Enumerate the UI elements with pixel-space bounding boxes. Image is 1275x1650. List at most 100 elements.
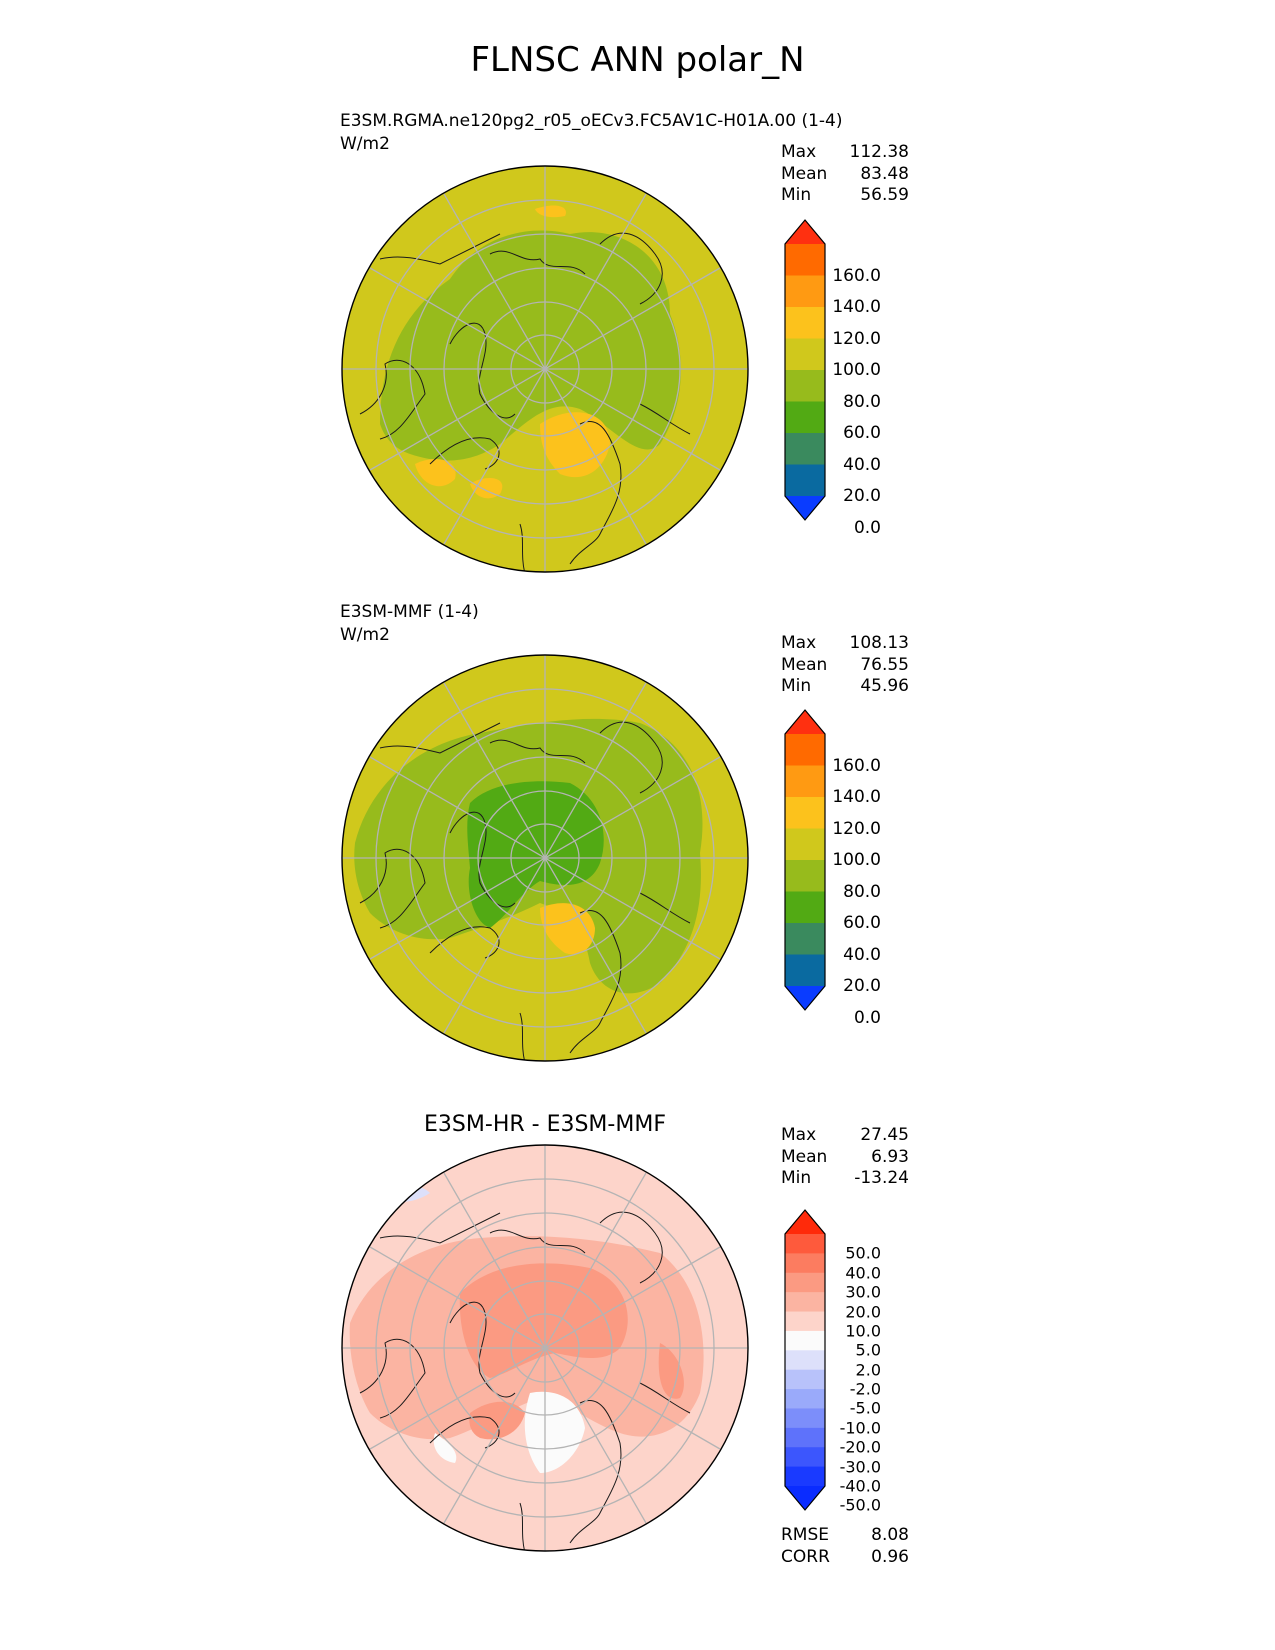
metric-value: 8.08	[871, 1525, 909, 1545]
colorbar-outline	[784, 1209, 826, 1511]
colorbar-segment	[785, 1234, 825, 1254]
colorbar-segment	[785, 307, 825, 339]
colorbar-segment	[785, 1408, 825, 1429]
colorbar-segment	[785, 1272, 825, 1293]
polar-map-1	[341, 165, 749, 573]
stat-name: Min	[781, 1168, 812, 1188]
colorbar-tick-label: 40.0	[845, 1263, 881, 1283]
colorbar-segment	[785, 1330, 825, 1351]
colorbar-tick-label: 5.0	[855, 1340, 881, 1360]
colorbar-tick-label: -40.0	[839, 1476, 881, 1496]
colorbar-tick-label: 0.0	[853, 1007, 881, 1028]
stat-name: Min	[781, 676, 812, 696]
graticule-3	[342, 1145, 748, 1551]
colorbar-tick-label: 10.0	[845, 1321, 881, 1341]
map-border-2	[341, 654, 749, 1062]
colorbar-3	[784, 1209, 826, 1511]
colorbar-outline	[784, 219, 826, 521]
colorbar-tick-label: -50.0	[839, 1495, 881, 1515]
stat-value: 56.59	[860, 185, 909, 205]
colorbar-extend-min	[785, 986, 825, 1010]
colorbar-1	[784, 219, 826, 521]
colorbar-segment	[785, 891, 825, 924]
colorbar-tick-label: 120.0	[832, 818, 881, 839]
panel-1-stats: Max 112.38 Mean 83.48 Min 56.59	[781, 142, 909, 207]
stat-value: 6.93	[871, 1146, 909, 1167]
colorbar-segment	[785, 244, 825, 276]
colorbar-segment	[785, 1292, 825, 1313]
colorbar-tick-label: 160.0	[832, 265, 881, 286]
colorbar-outline	[784, 709, 826, 1011]
colorbar-2	[784, 709, 826, 1011]
colorbar-tick-label: 60.0	[843, 913, 881, 933]
stat-value: 83.48	[860, 163, 909, 184]
colorbar-segment	[785, 828, 825, 861]
colorbar-segment	[785, 1350, 825, 1371]
colorbar-segment	[785, 954, 825, 987]
colorbar-extend-max	[785, 1210, 825, 1234]
metric-name: RMSE	[781, 1525, 830, 1545]
panel-3-stats: Max 27.45 Mean 6.93 Min -13.24	[781, 1125, 909, 1190]
colorbar-tick-label: 40.0	[843, 454, 881, 475]
colorbar-tick-label: 30.0	[845, 1282, 881, 1302]
colorbar-tick-label: 60.0	[843, 423, 881, 443]
colorbar-tick-label: 20.0	[843, 486, 881, 506]
colorbar-segment	[785, 433, 825, 465]
colorbar-extend-min	[785, 1486, 825, 1510]
stat-name: Mean	[781, 1146, 828, 1167]
colorbar-tick-label: 2.0	[855, 1360, 881, 1380]
stat-name: Max	[781, 633, 817, 653]
stat-value: -13.24	[854, 1168, 909, 1188]
coastlines-2	[359, 721, 691, 1061]
colorbar-extend-min	[785, 496, 825, 520]
polar-map-2	[341, 654, 749, 1062]
colorbar-segment	[785, 1466, 825, 1487]
map-border-3	[341, 1144, 749, 1552]
polar-map-3	[341, 1144, 749, 1552]
colorbar-segment	[785, 1253, 825, 1274]
stat-name: Min	[781, 185, 812, 205]
colorbar-segment	[785, 860, 825, 892]
graticule-1	[342, 166, 748, 572]
stat-value: 76.55	[860, 654, 909, 675]
colorbar-tick-label: 20.0	[843, 976, 881, 996]
colorbar-tick-label: 140.0	[832, 787, 881, 807]
colorbar-segment	[785, 275, 825, 308]
panel-2-stats: Max 108.13 Mean 76.55 Min 45.96	[781, 633, 909, 698]
colorbar-segment	[785, 338, 825, 371]
colorbar-segment	[785, 797, 825, 829]
colorbar-segment	[785, 1447, 825, 1468]
colorbar-tick-label: 80.0	[843, 881, 881, 902]
colorbar-tick-label: 0.0	[853, 517, 881, 538]
colorbar-tick-label: -30.0	[839, 1457, 881, 1477]
colorbar-tick-label: 100.0	[832, 850, 881, 870]
colorbar-segment	[785, 734, 825, 766]
stat-name: Max	[781, 1125, 817, 1145]
colorbar-tick-label: 50.0	[845, 1243, 881, 1263]
stat-value: 45.96	[860, 676, 909, 696]
colorbar-tick-label: -5.0	[849, 1398, 881, 1418]
colorbar-segment	[785, 1369, 825, 1390]
metric-value: 0.96	[871, 1546, 909, 1567]
colorbar-tick-label: 100.0	[832, 360, 881, 380]
colorbar-extend-max	[785, 710, 825, 734]
stat-name: Max	[781, 142, 817, 162]
colorbar-tick-label: 80.0	[843, 391, 881, 412]
colorbar-tick-label: 40.0	[843, 944, 881, 965]
panel-2-label: E3SM-MMF (1-4)	[340, 602, 479, 622]
panel-2-units: W/m2	[340, 625, 390, 645]
colorbar-segment	[785, 464, 825, 497]
colorbar-tick-label: 160.0	[832, 755, 881, 776]
colorbar-tick-label: 140.0	[832, 297, 881, 317]
colorbar-segment	[785, 1311, 825, 1332]
colorbar-tick-label: 20.0	[845, 1302, 881, 1322]
graticule-2	[342, 655, 748, 1061]
colorbar-tick-label: -20.0	[839, 1437, 881, 1457]
colorbar-extend-max	[785, 220, 825, 244]
colorbar-segment	[785, 370, 825, 402]
colorbar-segment	[785, 401, 825, 434]
colorbar-segment	[785, 1389, 825, 1409]
colorbar-segment	[785, 923, 825, 955]
figure-title: FLNSC ANN polar_N	[470, 40, 805, 80]
panel-1-label: E3SM.RGMA.ne120pg2_r05_oECv3.FC5AV1C-H01…	[340, 111, 843, 131]
